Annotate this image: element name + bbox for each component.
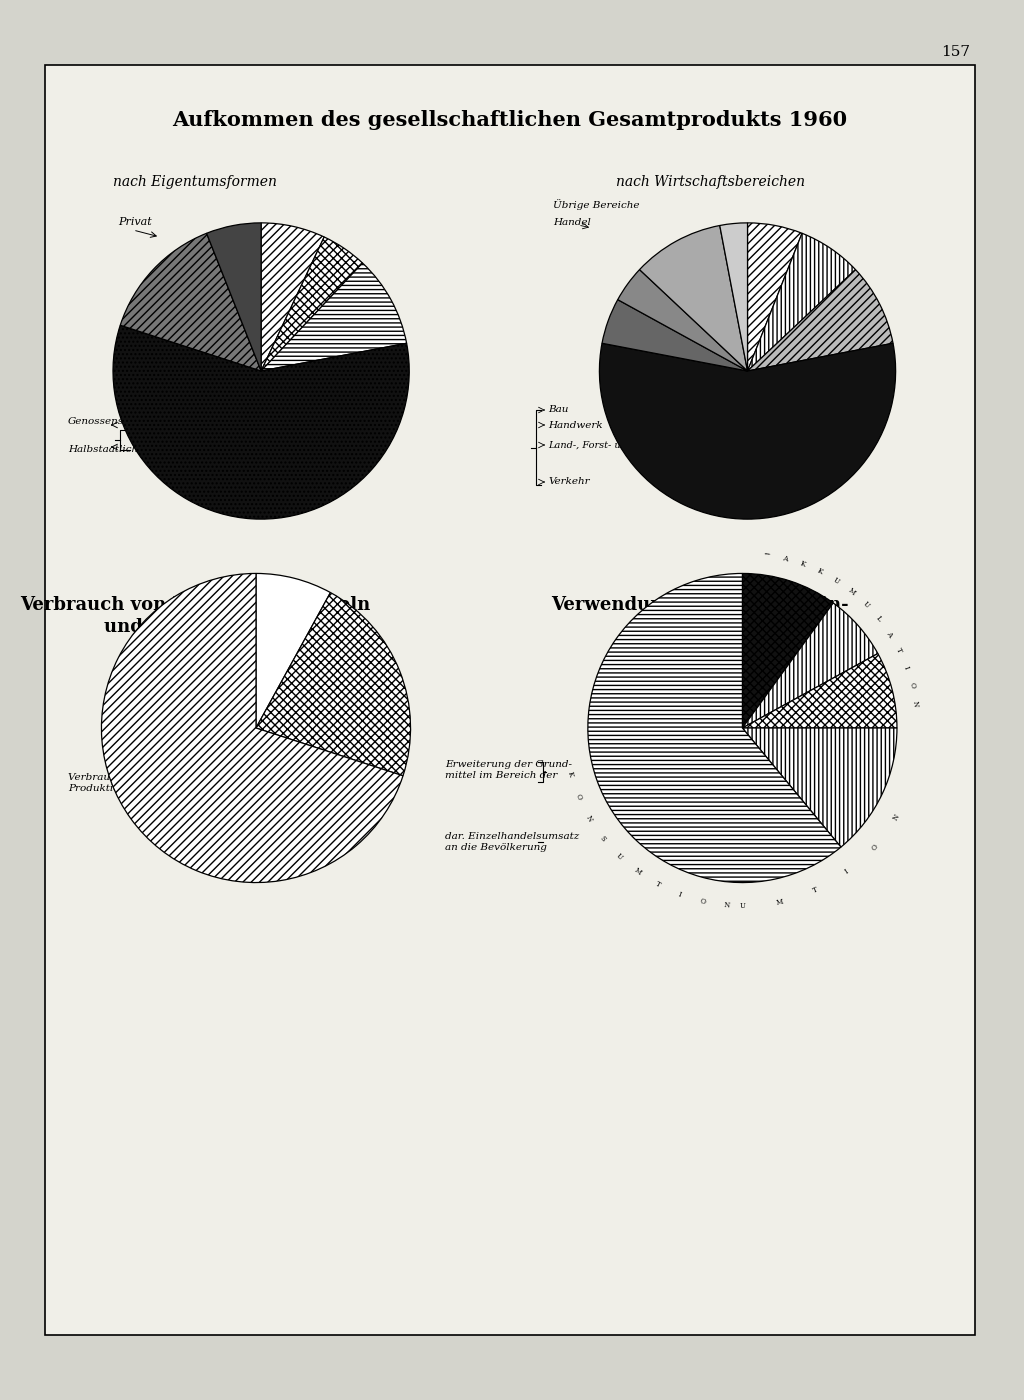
Wedge shape [742, 574, 834, 728]
Wedge shape [640, 225, 748, 371]
Text: O: O [573, 792, 583, 801]
Wedge shape [742, 603, 878, 728]
Text: K: K [566, 770, 574, 777]
Bar [160, 781, 180, 794]
Text: T: T [654, 881, 662, 889]
Text: nach Wirtschaftsbereichen: nach Wirtschaftsbereichen [615, 175, 805, 189]
Text: I: I [844, 868, 851, 876]
Bar [650, 777, 670, 790]
Wedge shape [261, 223, 325, 371]
Text: I: I [677, 890, 683, 899]
Text: Genossenschaftlich: Genossenschaftlich [68, 417, 170, 427]
Bar [650, 818, 670, 830]
Text: N: N [584, 813, 594, 823]
Text: Verbrauch von
Produktionsmitteln: Verbrauch von Produktionsmitteln [68, 773, 169, 792]
Bar [160, 806, 180, 820]
Text: N: N [911, 700, 920, 707]
Text: Volkseigen: Volkseigen [179, 321, 241, 330]
Text: A: A [781, 554, 788, 563]
Wedge shape [599, 343, 896, 519]
Text: Erweiterung der Grund-
mittel im Bereich der: Erweiterung der Grund- mittel im Bereich… [445, 760, 572, 780]
Text: Verkehr: Verkehr [548, 477, 590, 487]
Text: L: L [873, 615, 883, 623]
Text: N: N [724, 902, 730, 910]
Wedge shape [261, 237, 362, 371]
Wedge shape [101, 574, 403, 882]
Text: T: T [811, 886, 818, 896]
Text: U: U [861, 599, 870, 609]
Bar [160, 764, 180, 777]
Text: K: K [800, 560, 807, 568]
Text: S: S [598, 834, 607, 843]
Text: M: M [847, 587, 857, 598]
Wedge shape [748, 223, 802, 371]
Bar [650, 757, 670, 770]
Text: N: N [892, 812, 901, 822]
Wedge shape [748, 234, 855, 371]
Text: Gesellschaftl. Konsumtion: Gesellschaftl. Konsumtion [674, 819, 811, 829]
Text: Bau: Bau [548, 406, 568, 414]
Wedge shape [617, 270, 748, 371]
Text: O: O [869, 843, 880, 853]
Text: Verwendung des Nationalein-: Verwendung des Nationalein- [551, 596, 849, 615]
Text: Land-, Forst- und Wasserwirtschaft: Land-, Forst- und Wasserwirtschaft [548, 441, 722, 449]
Wedge shape [256, 592, 411, 776]
Wedge shape [256, 574, 331, 728]
Text: dar. Einzelhandelsumsatz
an die Bevölkerung: dar. Einzelhandelsumsatz an die Bevölker… [445, 832, 580, 851]
Text: Aufkommen des gesellschaftlichen Gesamtprodukts 1960: Aufkommen des gesellschaftlichen Gesamtp… [172, 111, 848, 130]
Text: und Nettoprodukt: und Nettoprodukt [103, 617, 286, 636]
Text: nach Eigentumsformen: nach Eigentumsformen [113, 175, 276, 189]
Text: I: I [902, 665, 910, 671]
Text: nichtmateriellen Produktion: nichtmateriellen Produktion [674, 780, 822, 788]
Text: Materialverbrauch: Materialverbrauch [184, 784, 283, 792]
Bar [650, 797, 670, 811]
Text: kommens: kommens [651, 617, 749, 636]
Text: M: M [775, 897, 783, 907]
Text: M: M [632, 867, 643, 878]
Wedge shape [742, 728, 897, 847]
Text: Handel: Handel [553, 218, 591, 227]
Text: Industrie: Industrie [713, 321, 764, 330]
Wedge shape [720, 223, 748, 371]
Text: U: U [614, 851, 624, 861]
Wedge shape [113, 325, 410, 519]
Text: T: T [894, 647, 903, 654]
Text: Übrige Bereiche: Übrige Bereiche [553, 199, 640, 210]
Text: A: A [885, 630, 894, 638]
Text: U: U [739, 902, 745, 910]
Wedge shape [207, 223, 261, 371]
Text: K: K [816, 567, 824, 577]
Text: O: O [699, 897, 707, 906]
Text: Halbstaatlich: Halbstaatlich [68, 445, 138, 454]
Text: ←: ← [763, 550, 770, 560]
Wedge shape [261, 263, 407, 371]
Text: O: O [907, 682, 916, 689]
Text: Handwerk: Handwerk [548, 420, 603, 430]
Text: Verbrauch von Produktionsmitteln: Verbrauch von Produktionsmitteln [19, 596, 370, 615]
Wedge shape [588, 574, 841, 882]
Text: Zuwachs a.Beständen u.Reserven: Zuwachs a.Beständen u.Reserven [674, 799, 851, 809]
Wedge shape [602, 300, 748, 371]
Bar [650, 836, 670, 848]
Text: 157: 157 [941, 45, 970, 59]
Wedge shape [120, 234, 261, 371]
Text: U: U [833, 575, 842, 585]
Text: Abschreibungen: Abschreibungen [184, 767, 269, 776]
Wedge shape [748, 270, 893, 371]
Text: Individuelle Konsumtion: Individuelle Konsumtion [674, 839, 802, 847]
Text: Nettoprodukt: Nettoprodukt [184, 809, 255, 819]
Text: Privat: Privat [118, 217, 152, 227]
Wedge shape [742, 654, 897, 728]
Text: materiellen Produktion: materiellen Produktion [674, 759, 796, 769]
